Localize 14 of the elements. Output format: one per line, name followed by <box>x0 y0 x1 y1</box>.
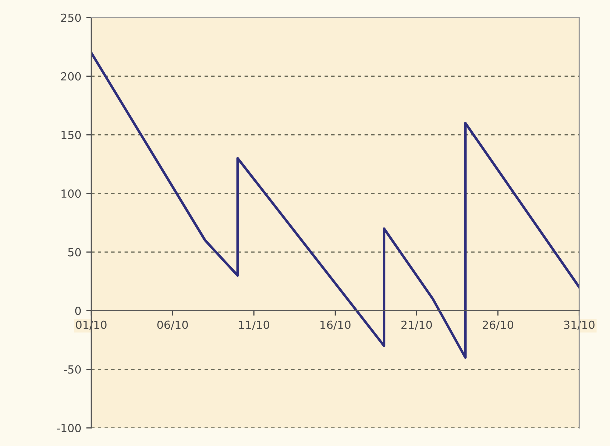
y-tick-label: 250 <box>61 14 82 22</box>
y-tick-label: 100 <box>62 190 82 198</box>
y-tick-label: 150 <box>62 131 82 140</box>
x-tick-label: 31/10 <box>564 320 595 330</box>
x-tick-label: 21/10 <box>402 320 432 330</box>
x-tick-label: 26/10 <box>482 320 514 330</box>
x-tick-label: 11/10 <box>239 320 270 330</box>
y-tick-label: -50 <box>64 366 82 374</box>
x-tick-label: 16/10 <box>320 320 351 330</box>
y-tick-label: 0 <box>75 306 82 316</box>
y-tick-label: -100 <box>57 424 82 433</box>
y-tick-label: 50 <box>68 248 82 257</box>
x-tick-label: 06/10 <box>158 320 188 330</box>
y-tick-label: 200 <box>61 72 82 81</box>
